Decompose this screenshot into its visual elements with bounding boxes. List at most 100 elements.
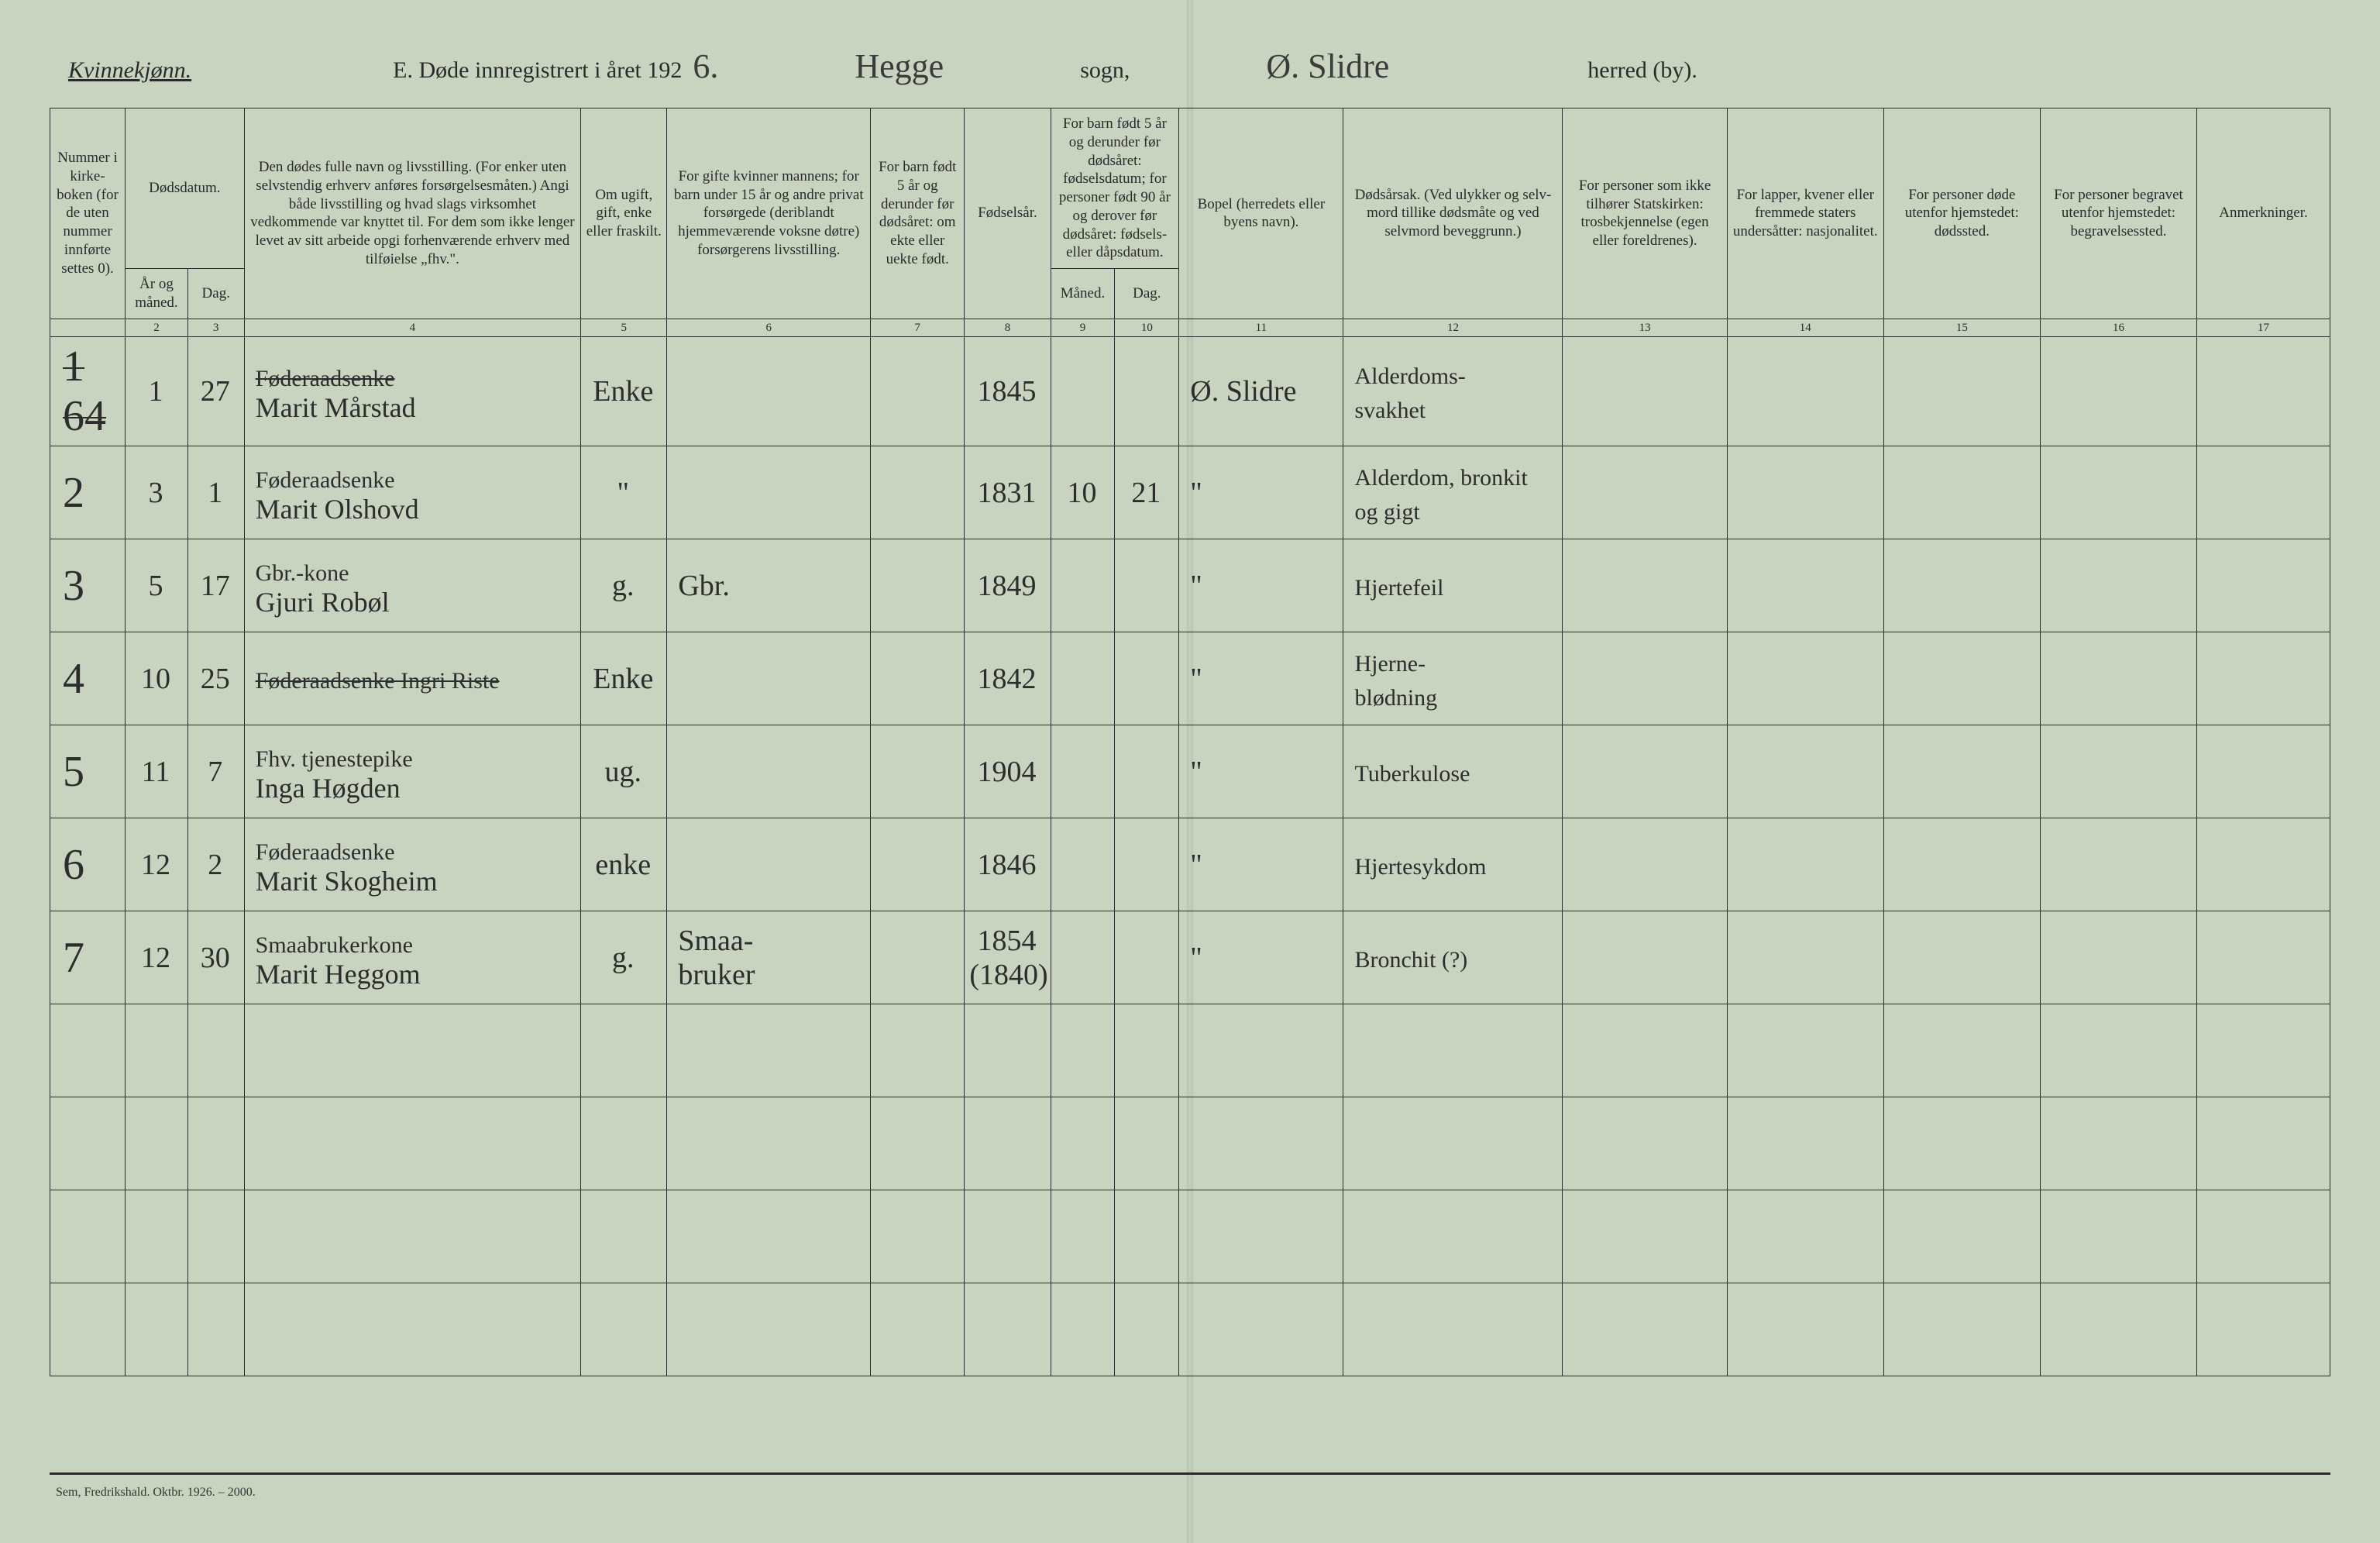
cell-blank — [1727, 1283, 1883, 1376]
cell-blank — [1051, 1004, 1115, 1097]
cell-month: 12 — [126, 911, 188, 1004]
table-row: 1 64127FøderaadsenkeMarit MårstadEnke184… — [50, 337, 2330, 446]
cell-birth-year: 1904 — [965, 725, 1051, 818]
cell-blank — [2040, 1190, 2196, 1283]
title-printed: E. Døde innregistrert i året 192 — [393, 57, 682, 84]
table-row-blank — [50, 1004, 2330, 1097]
cell-legitimate — [871, 725, 965, 818]
col-4-header: Den dødes fulle navn og livsstilling. (F… — [244, 108, 581, 319]
cell-blank — [1051, 1097, 1115, 1190]
col-3-header: Dag. — [187, 269, 244, 319]
cell-blank — [1051, 1283, 1115, 1376]
colnum-15: 15 — [1883, 319, 2040, 337]
cell-blank — [1727, 1097, 1883, 1190]
cell-remarks — [2197, 539, 2330, 632]
cell-nationality — [1727, 337, 1883, 446]
cell-blank — [50, 1283, 126, 1376]
cell-blank — [187, 1004, 244, 1097]
cell-blank — [1343, 1283, 1563, 1376]
cell-name: FøderaadsenkeMarit Skogheim — [244, 818, 581, 911]
cell-birth-day — [1115, 337, 1179, 446]
ledger-page: Kvinnekjønn. E. Døde innregistrert i åre… — [0, 0, 2380, 1543]
cell-blank — [871, 1283, 965, 1376]
cell-blank — [187, 1097, 244, 1190]
cell-faith — [1563, 725, 1727, 818]
cell-number: 4 — [50, 632, 126, 725]
cell-blank — [2197, 1283, 2330, 1376]
cell-faith — [1563, 911, 1727, 1004]
cell-cause: Bronchit (?) — [1343, 911, 1563, 1004]
colnum-4: 4 — [244, 319, 581, 337]
cell-blank — [244, 1283, 581, 1376]
cell-birth-day: 21 — [1115, 446, 1179, 539]
cell-blank — [667, 1004, 871, 1097]
cell-blank — [1883, 1004, 2040, 1097]
cell-blank — [667, 1283, 871, 1376]
cell-nationality — [1727, 911, 1883, 1004]
cell-death-place — [1883, 539, 2040, 632]
cell-birth-month — [1051, 337, 1115, 446]
col-14-header: For lapper, kvener eller fremmede stater… — [1727, 108, 1883, 319]
cell-blank — [1563, 1283, 1727, 1376]
column-number-row: 2 3 4 5 6 7 8 9 10 11 12 13 14 15 16 17 — [50, 319, 2330, 337]
cell-remarks — [2197, 818, 2330, 911]
cell-blank — [2197, 1097, 2330, 1190]
cell-birth-month — [1051, 911, 1115, 1004]
cell-blank — [871, 1190, 965, 1283]
cell-blank — [1727, 1190, 1883, 1283]
cell-blank — [2040, 1004, 2196, 1097]
table-body: 1 64127FøderaadsenkeMarit MårstadEnke184… — [50, 337, 2330, 1376]
cell-civil-status: Enke — [581, 632, 667, 725]
cell-residence: " — [1179, 539, 1343, 632]
printer-footer: Sem, Fredrikshald. Oktbr. 1926. – 2000. — [56, 1486, 256, 1500]
cell-death-place — [1883, 818, 2040, 911]
cell-number: 6 — [50, 818, 126, 911]
cell-blank — [50, 1097, 126, 1190]
cell-name: SmaabrukerkoneMarit Heggom — [244, 911, 581, 1004]
cell-blank — [965, 1097, 1051, 1190]
cell-faith — [1563, 818, 1727, 911]
colnum-10: 10 — [1115, 319, 1179, 337]
cell-residence: " — [1179, 446, 1343, 539]
cell-remarks — [2197, 337, 2330, 446]
cell-death-place — [1883, 632, 2040, 725]
cell-birth-year: 1845 — [965, 337, 1051, 446]
cell-blank — [581, 1004, 667, 1097]
cell-blank — [126, 1190, 188, 1283]
cell-number: 3 — [50, 539, 126, 632]
cell-provider — [667, 337, 871, 446]
cell-remarks — [2197, 911, 2330, 1004]
cell-burial-place — [2040, 725, 2196, 818]
cell-legitimate — [871, 818, 965, 911]
cell-birth-month — [1051, 818, 1115, 911]
cell-day: 7 — [187, 725, 244, 818]
cell-blank — [1115, 1283, 1179, 1376]
cell-name: FøderaadsenkeMarit Mårstad — [244, 337, 581, 446]
col-9-10-group-header: For barn født 5 år og der­under før døds… — [1051, 108, 1179, 269]
cell-blank — [1115, 1097, 1179, 1190]
cell-death-place — [1883, 446, 2040, 539]
cell-birth-year: 1849 — [965, 539, 1051, 632]
cell-name: Gbr.-koneGjuri Robøl — [244, 539, 581, 632]
cell-blank — [871, 1004, 965, 1097]
cell-day: 30 — [187, 911, 244, 1004]
cell-provider: Gbr. — [667, 539, 871, 632]
cell-blank — [1883, 1283, 2040, 1376]
colnum-12: 12 — [1343, 319, 1563, 337]
col-15-header: For personer døde utenfor hjemstedet: dø… — [1883, 108, 2040, 319]
cell-blank — [871, 1097, 965, 1190]
col-8-header: Fødsels­år. — [965, 108, 1051, 319]
cell-birth-year: 1842 — [965, 632, 1051, 725]
cell-faith — [1563, 632, 1727, 725]
cell-day: 2 — [187, 818, 244, 911]
colnum-6: 6 — [667, 319, 871, 337]
cell-nationality — [1727, 818, 1883, 911]
colnum-5: 5 — [581, 319, 667, 337]
cell-number: 5 — [50, 725, 126, 818]
cell-blank — [2040, 1283, 2196, 1376]
cell-number: 2 — [50, 446, 126, 539]
ledger-table: Nummer i kirke­boken (for de uten nummer… — [50, 108, 2330, 1376]
cell-name: Fhv. tjenestepikeInga Høgden — [244, 725, 581, 818]
cell-faith — [1563, 446, 1727, 539]
col-5-header: Om ugift, gift, enke eller fraskilt. — [581, 108, 667, 319]
